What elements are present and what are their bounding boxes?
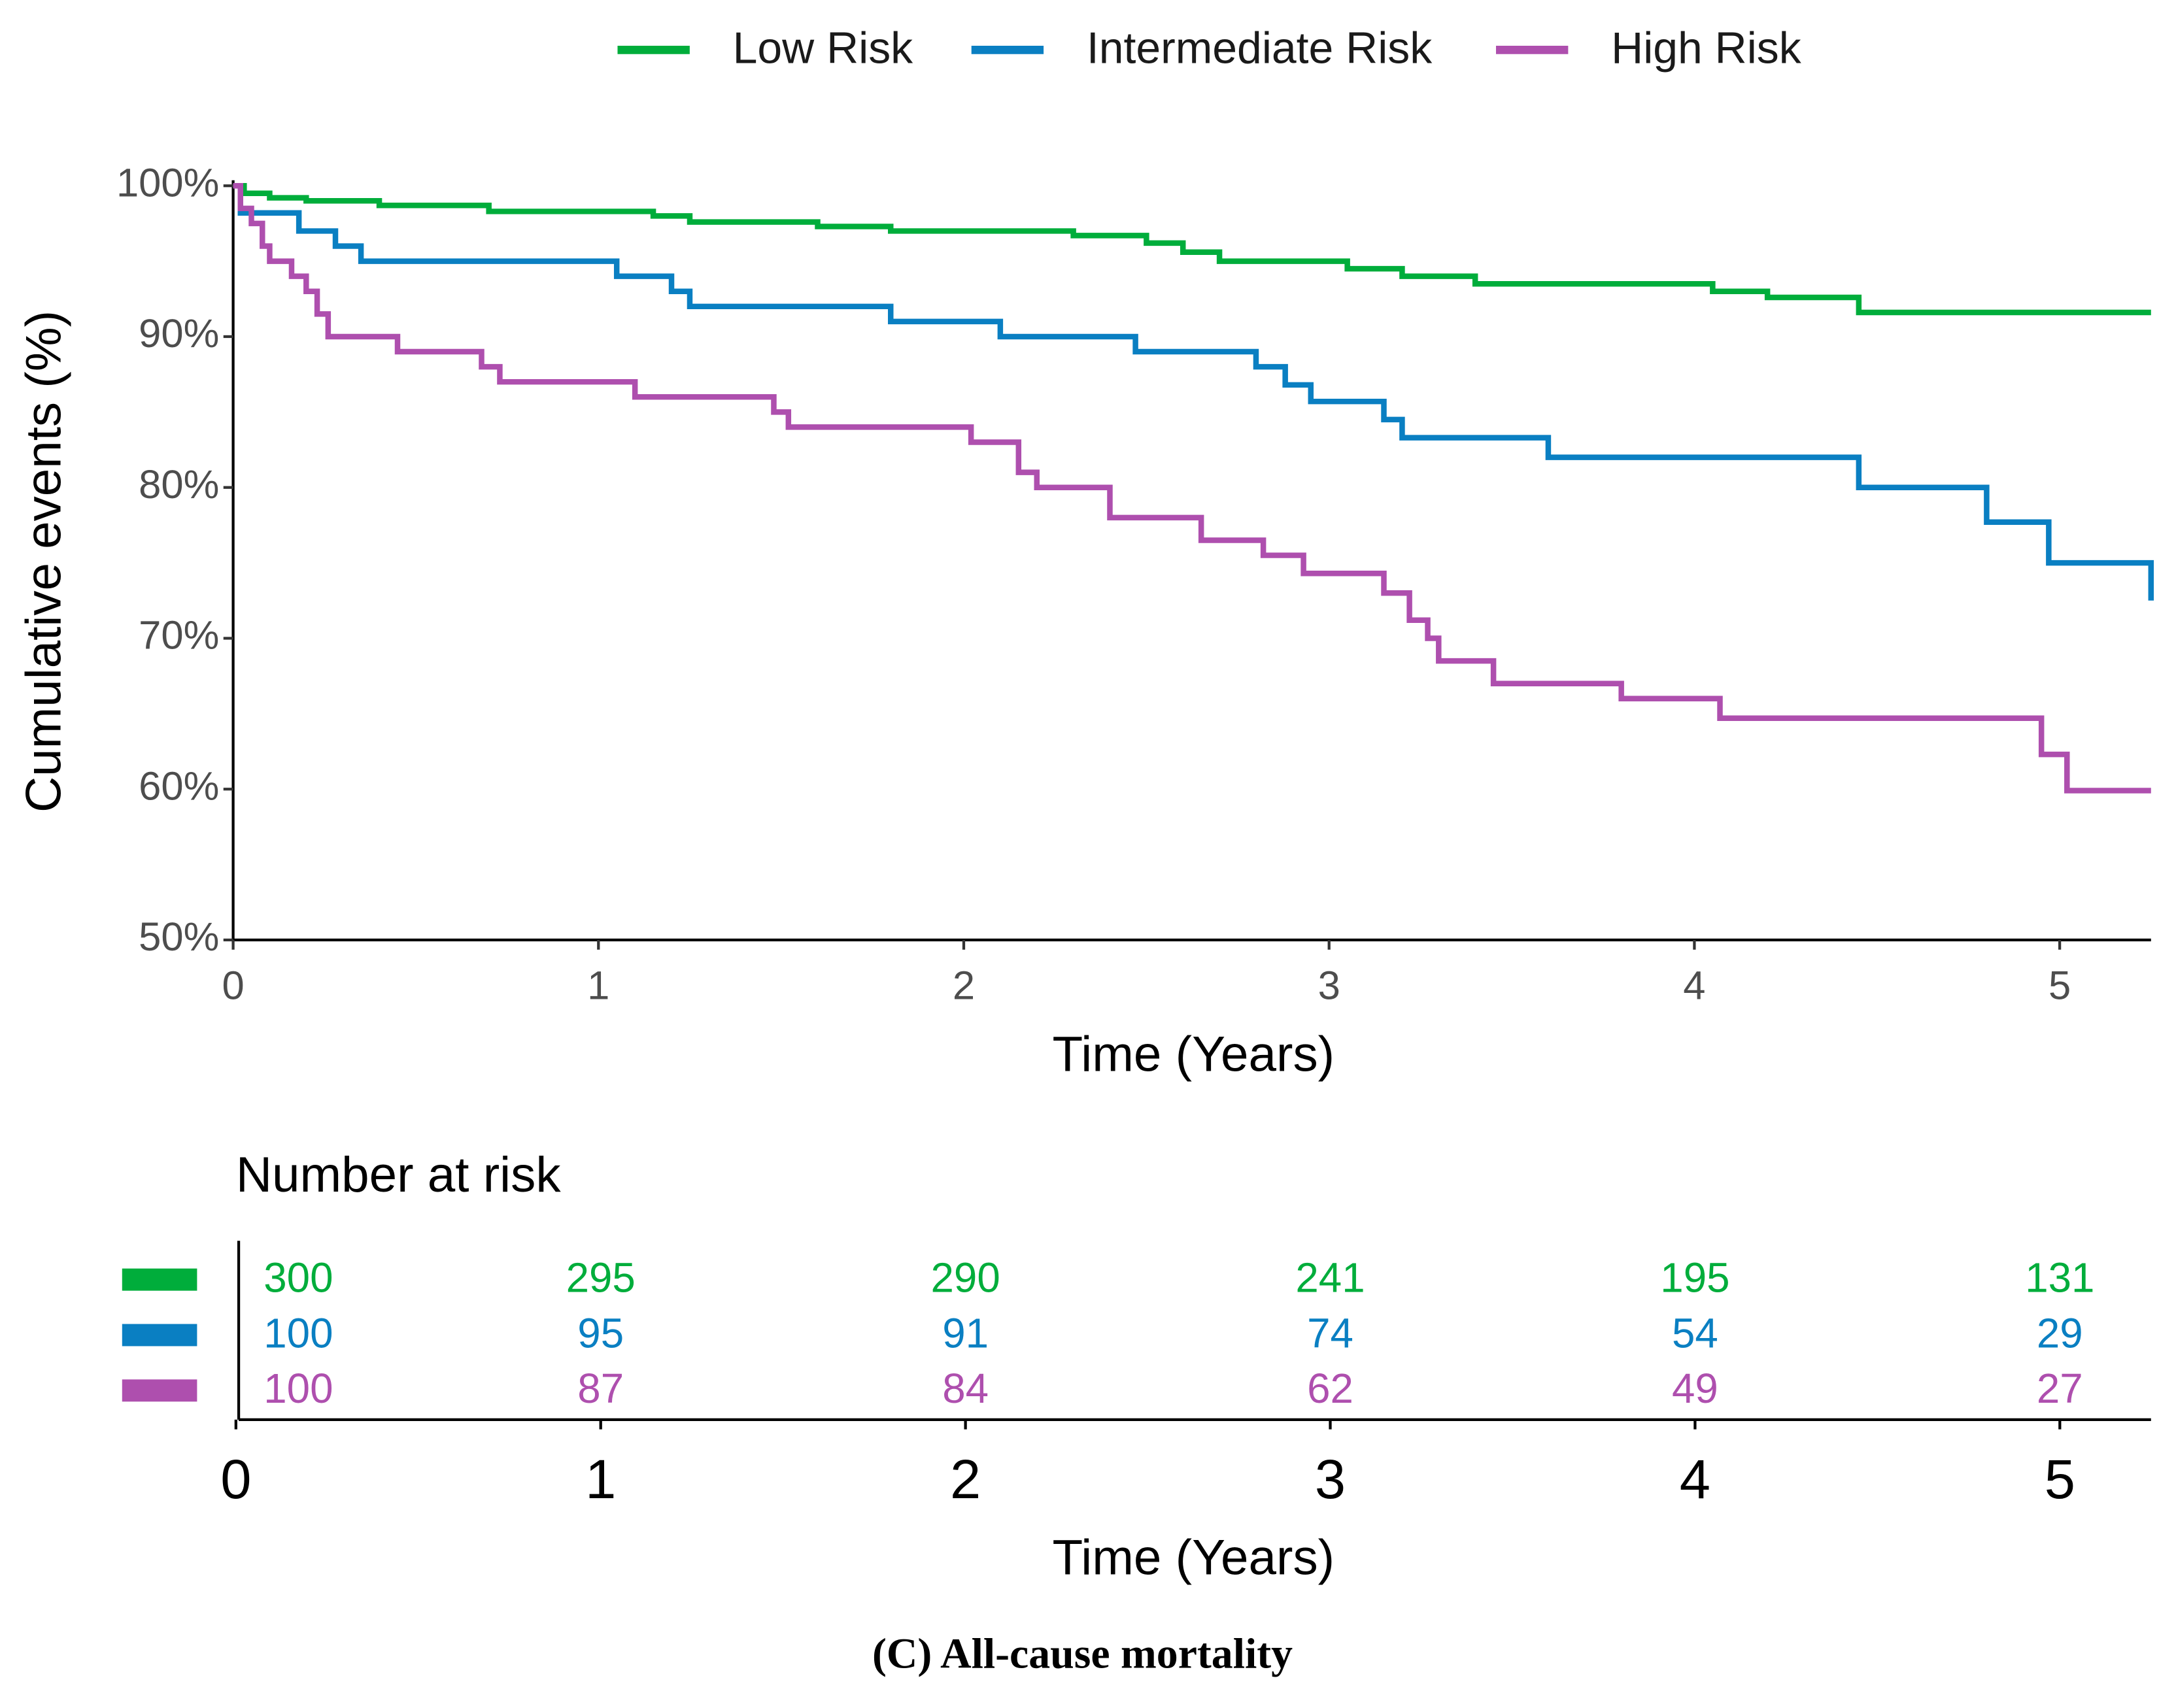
y-tick-label: 80% xyxy=(139,462,219,507)
risk-count: 54 xyxy=(1672,1310,1718,1356)
x-tick-label: 0 xyxy=(222,963,244,1008)
risk-table-row-swatch xyxy=(122,1324,197,1347)
legend-label: High Risk xyxy=(1611,24,1802,73)
risk-count: 27 xyxy=(2037,1365,2083,1412)
survival-line xyxy=(233,182,2151,316)
risk-count: 295 xyxy=(566,1255,636,1301)
risk-count: 91 xyxy=(942,1310,989,1356)
risk-count: 62 xyxy=(1307,1365,1353,1412)
risk-count: 241 xyxy=(1295,1255,1365,1301)
risk-count: 300 xyxy=(264,1255,333,1301)
risk-count: 100 xyxy=(264,1310,333,1356)
risk-count: 49 xyxy=(1672,1365,1718,1412)
x-tick-label: 1 xyxy=(587,963,609,1008)
risk-table-x-label: Time (Years) xyxy=(1052,1530,1334,1585)
legend-label: Low Risk xyxy=(733,24,914,73)
x-axis-label: Time (Years) xyxy=(1052,1026,1334,1082)
risk-table-row-swatch xyxy=(122,1268,197,1291)
risk-count: 95 xyxy=(577,1310,624,1356)
risk-count: 84 xyxy=(942,1365,989,1412)
x-tick-label: 4 xyxy=(1683,963,1705,1008)
survival-line xyxy=(233,182,2154,601)
risk-table-x-tick-label: 4 xyxy=(1680,1448,1710,1510)
risk-count: 87 xyxy=(577,1365,624,1412)
risk-count: 100 xyxy=(264,1365,333,1412)
risk-table-x-tick-label: 2 xyxy=(950,1448,981,1510)
y-tick-label: 90% xyxy=(139,311,219,356)
risk-table-x-tick-label: 1 xyxy=(585,1448,616,1510)
survival-line xyxy=(233,182,2151,794)
risk-count: 290 xyxy=(931,1255,1000,1301)
x-tick-label: 5 xyxy=(2048,963,2071,1008)
y-tick-label: 100% xyxy=(116,160,219,205)
y-axis-label: Cumulative events (%) xyxy=(16,310,71,812)
y-tick-label: 70% xyxy=(139,613,219,658)
y-tick-label: 60% xyxy=(139,764,219,809)
risk-table-x-tick-label: 3 xyxy=(1315,1448,1346,1510)
risk-table-title: Number at risk xyxy=(236,1147,562,1203)
y-tick-label: 50% xyxy=(139,914,219,960)
risk-table-x-tick-label: 0 xyxy=(220,1448,251,1510)
risk-table-row-swatch xyxy=(122,1379,197,1402)
risk-count: 29 xyxy=(2037,1310,2083,1356)
risk-table-x-tick-label: 5 xyxy=(2045,1448,2075,1510)
risk-count: 131 xyxy=(2025,1255,2094,1301)
risk-count: 195 xyxy=(1660,1255,1729,1301)
legend-label: Intermediate Risk xyxy=(1087,24,1433,73)
caption: (C) All-cause mortality xyxy=(872,1630,1293,1678)
x-tick-label: 3 xyxy=(1318,963,1340,1008)
x-tick-label: 2 xyxy=(953,963,975,1008)
risk-count: 74 xyxy=(1307,1310,1353,1356)
